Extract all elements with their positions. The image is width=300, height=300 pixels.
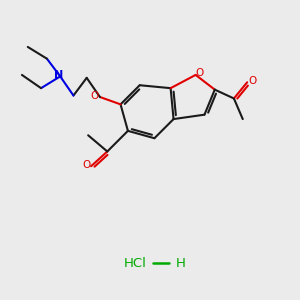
Text: O: O — [82, 160, 90, 170]
Text: HCl: HCl — [124, 257, 147, 270]
Text: O: O — [195, 68, 203, 78]
Text: N: N — [54, 70, 63, 80]
Text: O: O — [248, 76, 256, 86]
Text: O: O — [90, 91, 98, 100]
Text: H: H — [176, 257, 186, 270]
